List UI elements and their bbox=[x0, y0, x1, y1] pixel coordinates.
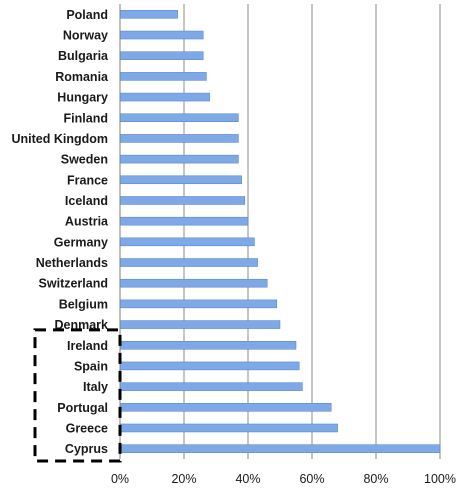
bar-united-kingdom bbox=[119, 134, 239, 143]
bar-austria bbox=[119, 216, 249, 226]
category-label-finland: Finland bbox=[64, 111, 108, 125]
category-label-romania: Romania bbox=[55, 70, 109, 84]
bar-greece bbox=[119, 423, 338, 433]
bar-iceland bbox=[119, 196, 246, 205]
category-label-spain: Spain bbox=[74, 359, 108, 373]
category-label-portugal: Portugal bbox=[57, 401, 108, 415]
bar-netherlands bbox=[119, 258, 258, 267]
bar-germany bbox=[119, 237, 255, 247]
bar-spain bbox=[119, 361, 300, 371]
category-label-belgium: Belgium bbox=[59, 297, 108, 311]
category-label-ireland: Ireland bbox=[67, 339, 108, 353]
bar-france bbox=[119, 175, 242, 185]
bar-italy bbox=[119, 382, 303, 391]
category-label-netherlands: Netherlands bbox=[36, 256, 108, 270]
bar-cyprus bbox=[119, 444, 441, 453]
category-label-austria: Austria bbox=[65, 215, 109, 229]
category-label-bulgaria: Bulgaria bbox=[58, 49, 109, 63]
bar-denmark bbox=[119, 320, 281, 329]
category-label-italy: Italy bbox=[83, 380, 108, 394]
bar-ireland bbox=[119, 341, 297, 350]
bar-switzerland bbox=[119, 278, 268, 288]
x-tick-label: 20% bbox=[171, 472, 196, 486]
bar-romania bbox=[119, 72, 207, 81]
x-tick-label: 60% bbox=[299, 472, 324, 486]
x-tick-labels: 0% 20% 40% 60% 80% 100% bbox=[111, 472, 456, 486]
bar-sweden bbox=[119, 154, 239, 164]
x-tick-label: 40% bbox=[235, 472, 260, 486]
category-label-switzerland: Switzerland bbox=[39, 277, 108, 291]
category-label-germany: Germany bbox=[54, 235, 108, 249]
bar-poland bbox=[119, 10, 178, 19]
category-label-greece: Greece bbox=[66, 421, 108, 435]
category-label-sweden: Sweden bbox=[61, 153, 108, 167]
category-label-norway: Norway bbox=[63, 29, 108, 43]
bar-belgium bbox=[119, 299, 278, 309]
category-label-france: France bbox=[67, 173, 108, 187]
x-tick-label: 0% bbox=[111, 472, 129, 486]
category-label-iceland: Iceland bbox=[65, 194, 108, 208]
bar-finland bbox=[119, 113, 239, 122]
highlight-box bbox=[33, 328, 122, 463]
bar-hungary bbox=[119, 92, 210, 102]
bar-bulgaria bbox=[119, 51, 204, 60]
bar-norway bbox=[119, 30, 204, 40]
category-label-hungary: Hungary bbox=[57, 91, 108, 105]
x-tick-label: 80% bbox=[363, 472, 388, 486]
category-labels: Poland Norway Bulgaria Romania Hungary Finlan… bbox=[11, 8, 109, 456]
bar-portugal bbox=[119, 403, 332, 412]
category-label-cyprus: Cyprus bbox=[65, 442, 108, 456]
category-label-poland: Poland bbox=[66, 8, 108, 22]
x-tick-label: 100% bbox=[424, 472, 456, 486]
category-label-united-kingdom: United Kingdom bbox=[11, 132, 108, 146]
bars bbox=[119, 10, 441, 453]
